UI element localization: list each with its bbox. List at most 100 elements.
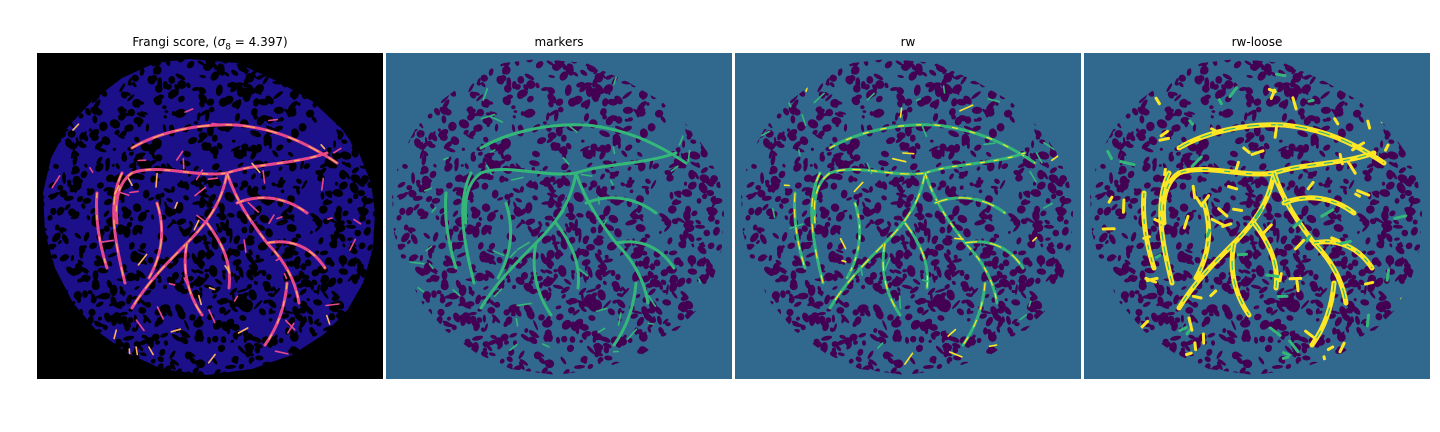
texture-blob	[441, 94, 449, 104]
texture-blob	[235, 82, 244, 86]
highlight-fragment	[207, 353, 216, 364]
texture-blob	[471, 342, 479, 354]
texture-blob	[99, 121, 108, 132]
texture-blob	[444, 147, 456, 153]
texture-blob	[939, 180, 947, 188]
texture-blob	[189, 220, 194, 227]
texture-blob	[855, 77, 861, 89]
texture-blob	[999, 179, 1006, 190]
texture-blob	[181, 181, 185, 185]
texture-blob	[860, 124, 865, 132]
texture-blob	[790, 94, 798, 104]
texture-blob	[936, 364, 943, 369]
texture-blob	[232, 139, 236, 143]
texture-blob	[358, 207, 369, 217]
texture-blob	[685, 221, 692, 230]
texture-blob	[772, 232, 780, 239]
highlight-fragment	[915, 97, 922, 102]
texture-blob	[649, 263, 656, 271]
texture-blob	[627, 179, 632, 185]
texture-blob	[593, 333, 602, 341]
texture-blob	[894, 275, 900, 287]
texture-blob	[581, 291, 584, 302]
texture-blob	[956, 308, 964, 316]
texture-blob	[664, 250, 669, 255]
texture-blob	[607, 308, 615, 316]
texture-blob	[635, 293, 641, 299]
texture-blob	[140, 111, 149, 115]
texture-blob	[73, 291, 83, 300]
texture-blob	[1279, 259, 1289, 266]
texture-blob	[547, 192, 559, 198]
texture-blob	[770, 154, 776, 166]
texture-blob	[1185, 306, 1194, 314]
texture-blob	[506, 77, 512, 89]
texture-blob	[68, 208, 77, 217]
texture-blob	[1006, 315, 1011, 325]
texture-blob	[331, 290, 340, 299]
texture-blob	[827, 217, 832, 221]
texture-blob	[419, 215, 428, 220]
texture-blob	[1197, 214, 1202, 220]
texture-blob	[906, 106, 913, 113]
texture-blob	[245, 253, 254, 264]
texture-blob	[170, 124, 175, 131]
highlight-fragment	[576, 266, 589, 277]
texture-blob	[792, 140, 802, 150]
texture-blob	[224, 192, 235, 202]
texture-blob	[545, 275, 551, 287]
texture-blob	[757, 254, 767, 262]
texture-blob	[819, 151, 824, 157]
texture-blob	[178, 309, 183, 313]
texture-blob	[848, 214, 853, 220]
texture-blob	[496, 342, 503, 348]
vessel-core	[533, 242, 552, 316]
texture-blob	[1327, 189, 1332, 194]
highlight-fragment	[595, 307, 608, 313]
texture-blob	[564, 223, 569, 228]
texture-blob	[786, 308, 794, 316]
texture-blob	[797, 292, 809, 300]
texture-blob	[168, 76, 176, 84]
texture-blob	[551, 241, 560, 245]
texture-blob	[133, 341, 141, 348]
texture-blob	[855, 356, 862, 363]
texture-blob	[288, 348, 295, 354]
texture-blob	[849, 333, 858, 342]
texture-blob	[1345, 308, 1354, 314]
texture-blob	[1034, 221, 1041, 230]
texture-blob	[935, 302, 945, 312]
texture-blob	[647, 326, 652, 333]
texture-blob	[204, 268, 209, 273]
texture-blob	[591, 330, 598, 337]
texture-blob	[569, 336, 576, 343]
texture-blob	[310, 230, 313, 234]
texture-blob	[846, 143, 855, 155]
texture-blob	[220, 336, 227, 343]
texture-blob	[513, 110, 518, 113]
texture-blob	[600, 173, 605, 180]
texture-blob	[109, 302, 114, 307]
texture-blob	[796, 316, 800, 321]
texture-blob	[421, 154, 427, 166]
texture-blob	[254, 258, 265, 263]
texture-blob	[263, 299, 269, 304]
texture-blob	[481, 203, 491, 212]
highlight-fragment	[1029, 171, 1037, 183]
texture-blob	[520, 111, 525, 116]
texture-blob	[1297, 130, 1308, 138]
texture-blob	[607, 98, 618, 106]
texture-blob	[1036, 268, 1047, 275]
texture-blob	[503, 154, 512, 162]
texture-blob	[469, 112, 476, 121]
texture-blob	[318, 205, 328, 214]
texture-blob	[351, 274, 358, 285]
texture-blob	[161, 312, 167, 317]
texture-blob	[777, 249, 782, 259]
highlight-fragment	[515, 317, 519, 327]
texture-blob	[475, 221, 482, 228]
texture-blob	[433, 275, 440, 283]
texture-blob	[587, 364, 594, 369]
texture-blob	[497, 197, 504, 201]
texture-blob	[952, 84, 962, 94]
